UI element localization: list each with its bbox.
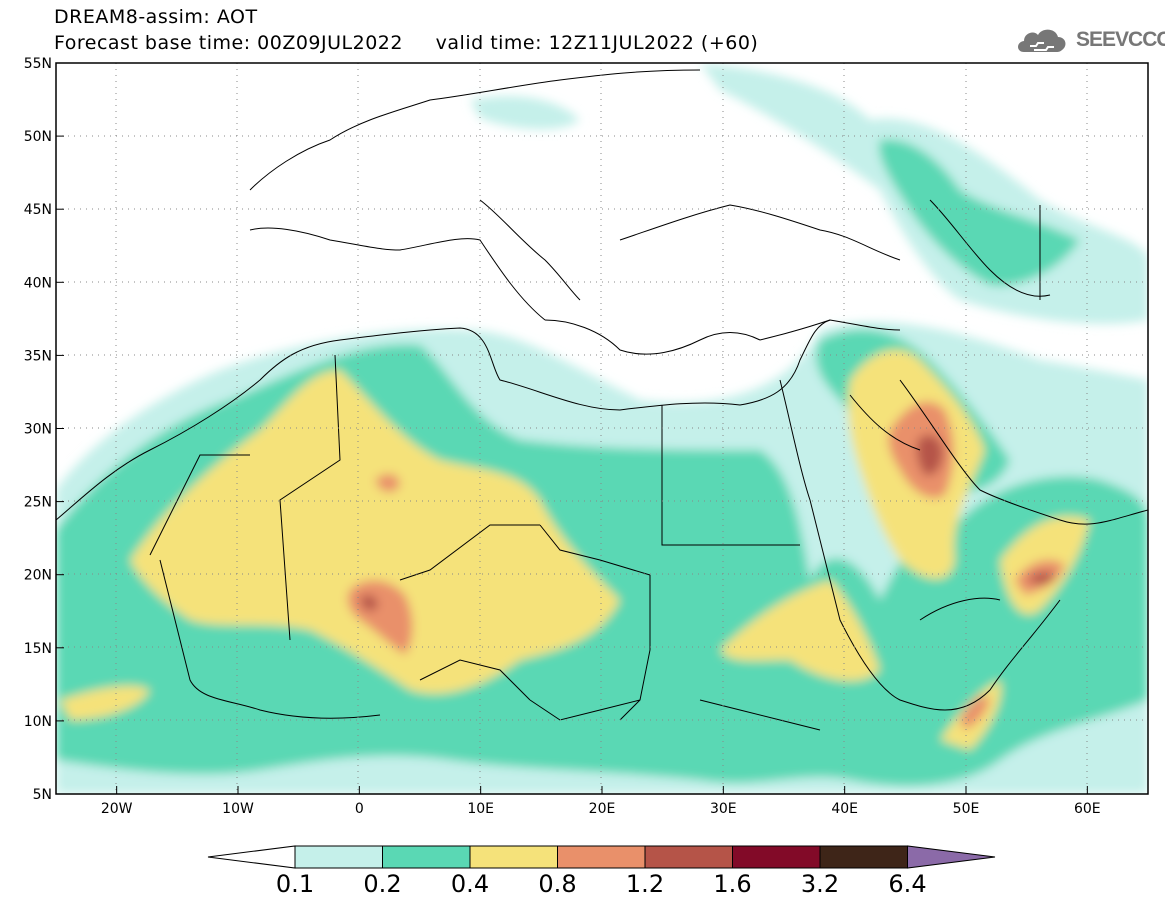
lat-tick-label: 15N [24,641,52,657]
lat-tick-label: 45N [24,202,52,218]
lon-tick-label: 20E [589,801,616,817]
lon-tick-label: 10W [222,801,254,817]
colorbar-label: 0.8 [538,870,577,898]
colorbar-label: 6.4 [888,870,927,898]
colorbar-label: 0.1 [275,870,315,898]
colorbar-label: 1.6 [713,870,752,898]
lon-axis: 20W 10W 0 10E 20E 30E 40E 50E 60E [101,786,1101,817]
colorbar-segment [557,845,646,869]
lon-tick-label: 50E [953,801,980,817]
lat-axis: 55N 50N 45N 40N 35N 30N 25N 20N 15N 10N 5N [24,56,64,803]
aot-map: 55N 50N 45N 40N 35N 30N 25N 20N 15N 10N 5N 20W 10W 0… [24,56,1149,817]
colorbar-segment [294,845,383,869]
colorbar-segment [732,845,821,869]
chart-subtitle: Forecast base time: 00Z09JUL2022 valid t… [54,32,759,54]
lon-tick-label: 60E [1074,801,1101,817]
lat-tick-label: 25N [24,495,52,511]
colorbar-segment [382,845,471,869]
colorbar-label: 3.2 [800,870,840,898]
lat-tick-label: 50N [24,129,52,145]
chart-title: DREAM8-assim: AOT [54,6,258,28]
logo-text: SEEVCCC [1076,28,1165,51]
lon-tick-label: 30E [710,801,737,817]
lat-tick-label: 5N [33,787,52,803]
lat-tick-label: 55N [24,56,52,72]
cloud-icon [1018,29,1066,52]
coastlines [56,69,1148,731]
colorbar-label: 0.4 [450,870,490,898]
colorbar-segment [644,845,733,869]
lon-tick-label: 20W [101,801,133,817]
colorbar [207,845,996,869]
colorbar-segment [819,845,908,869]
lon-tick-label: 10E [467,801,494,817]
lat-tick-label: 30N [24,422,52,438]
colorbar-label: 1.2 [625,870,665,898]
map-grid [56,63,1148,794]
colorbar-underflow [207,845,296,869]
lon-tick-label: 40E [831,801,858,817]
lat-tick-label: 40N [24,275,52,291]
colorbar-overflow [907,845,996,869]
aot-field [56,63,1148,794]
lat-tick-label: 35N [24,348,52,364]
lat-tick-label: 20N [24,568,52,584]
colorbar-label: 0.2 [363,870,402,898]
colorbar-segment [469,845,558,869]
lon-tick-label: 0 [355,801,364,817]
lat-tick-label: 10N [24,714,52,730]
